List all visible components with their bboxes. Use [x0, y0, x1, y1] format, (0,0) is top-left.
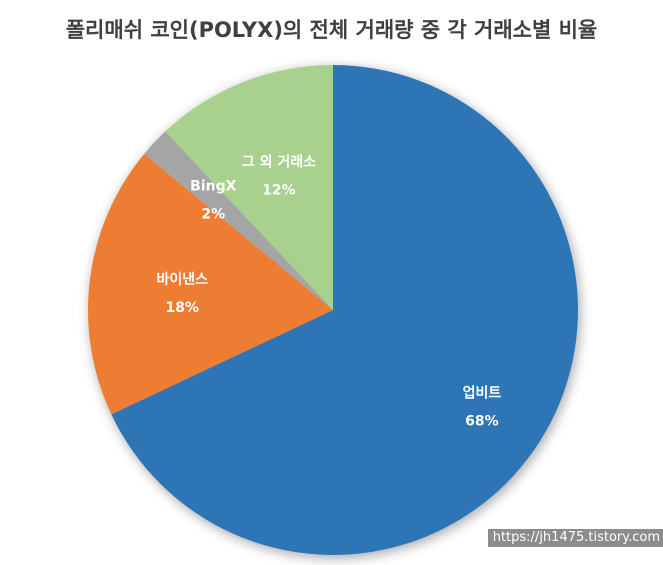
- watermark: https://jh1475.tistory.com: [487, 529, 663, 547]
- slice-value-label: 12%: [262, 182, 296, 198]
- slice-category-label: 그 외 거래소: [242, 153, 316, 170]
- slice-category-label: BingX: [190, 179, 236, 195]
- pie-slice-others: [165, 65, 333, 310]
- slice-category-label: 업비트: [463, 386, 502, 402]
- pie-slice-bingx: [144, 131, 333, 310]
- slice-value-label: 2%: [201, 207, 225, 223]
- pie-slice-upbit: [111, 65, 579, 555]
- chart-title: 폴리매쉬 코인(POLYX)의 전체 거래량 중 각 거래소별 비율: [65, 18, 598, 42]
- slice-value-label: 18%: [166, 300, 200, 316]
- slice-value-label: 68%: [465, 414, 499, 430]
- pie-slice-binance: [87, 153, 334, 415]
- slice-category-label: 바이낸스: [157, 271, 209, 288]
